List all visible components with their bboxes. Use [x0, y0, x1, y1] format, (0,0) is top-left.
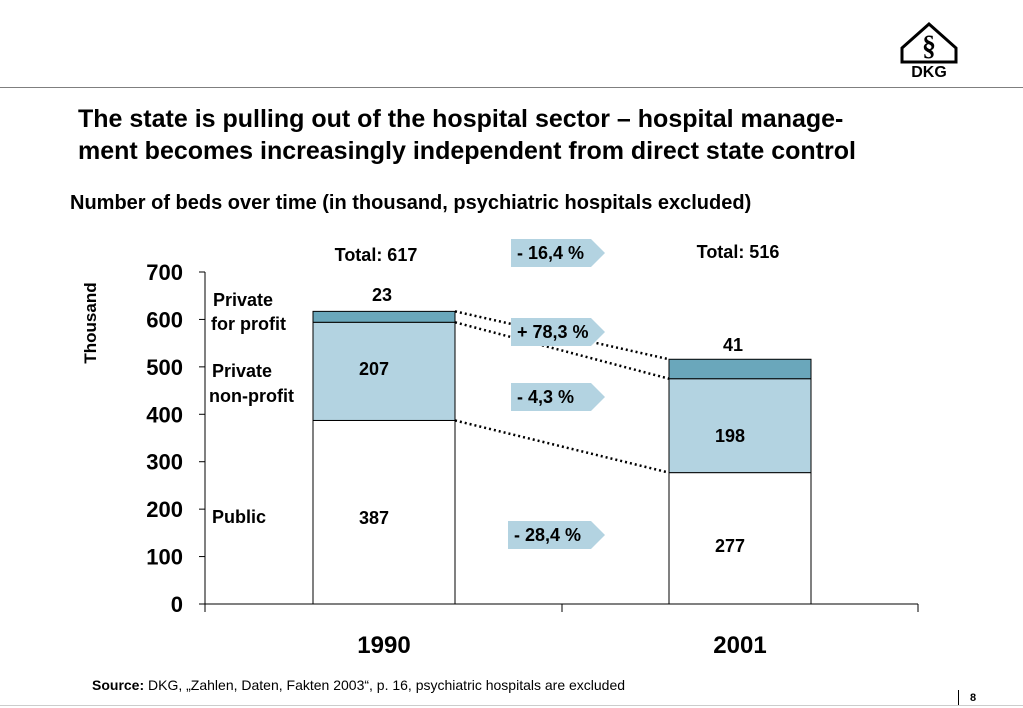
bar-segment — [668, 358, 812, 380]
y-tick-label: 0 — [171, 592, 183, 617]
y-tick-label: 300 — [146, 450, 183, 475]
change-connector-line — [454, 321, 670, 380]
x-tick-label: 2001 — [713, 632, 766, 659]
legend-label-forprofit-2: for profit — [211, 314, 286, 334]
change-total-arrow — [511, 239, 605, 267]
data-label: 277 — [715, 536, 745, 556]
y-tick-label: 400 — [146, 402, 183, 427]
change-connector-line — [454, 310, 670, 361]
bar-segment — [312, 419, 456, 605]
logo-symbol: § — [922, 31, 936, 62]
title-line-1: The state is pulling out of the hospital… — [78, 105, 844, 133]
x-tick-label: 1990 — [357, 632, 410, 659]
title-line-2: ment becomes increasingly independent fr… — [78, 137, 856, 165]
source-note: Source: DKG, „Zahlen, Daten, Fakten 2003… — [92, 677, 625, 693]
data-label: 23 — [372, 285, 392, 305]
source-label: Source: — [92, 677, 145, 693]
bar-segment — [312, 310, 456, 323]
source-text: DKG, „Zahlen, Daten, Fakten 2003“, p. 16… — [144, 677, 626, 693]
legend-label-nonprofit-1: Private — [212, 361, 272, 381]
y-tick-label: 600 — [146, 307, 183, 332]
change-public-arrow — [508, 521, 605, 549]
page-number: 8 — [970, 692, 977, 704]
total-label-2001: Total: 516 — [697, 242, 780, 262]
y-tick-label: 200 — [146, 497, 183, 522]
legend-label-public: Public — [212, 507, 266, 527]
chart-subtitle: Number of beds over time (in thousand, p… — [70, 192, 752, 214]
page-number-divider — [958, 690, 959, 706]
change-nonprofit-label: - 4,3 % — [517, 387, 574, 407]
y-axis-label: Thousand — [81, 282, 100, 363]
data-label: 207 — [359, 359, 389, 379]
change-forprofit-arrow — [511, 318, 605, 346]
footer-divider — [0, 705, 1023, 706]
y-tick-label: 700 — [146, 260, 183, 285]
legend-label-forprofit-1: Private — [213, 290, 273, 310]
change-public-label: - 28,4 % — [514, 525, 581, 545]
page-title: The state is pulling out of the hospital… — [78, 103, 978, 167]
change-nonprofit-arrow — [511, 383, 605, 411]
bar-segment — [312, 321, 456, 421]
data-label: 198 — [715, 426, 745, 446]
header-divider — [0, 87, 1023, 88]
dkg-logo: § DKG — [900, 21, 958, 80]
y-tick-label: 100 — [146, 545, 183, 570]
total-label-1990: Total: 617 — [335, 245, 418, 265]
change-forprofit-label: + 78,3 % — [517, 322, 589, 342]
change-total-label: - 16,4 % — [517, 243, 584, 263]
logo-text: DKG — [911, 64, 947, 80]
legend-label-nonprofit-2: non-profit — [209, 386, 294, 406]
data-label: 41 — [723, 335, 743, 355]
change-connector-line — [454, 419, 670, 474]
bar-segment — [668, 378, 812, 474]
data-label: 387 — [359, 508, 389, 528]
y-tick-label: 500 — [146, 355, 183, 380]
